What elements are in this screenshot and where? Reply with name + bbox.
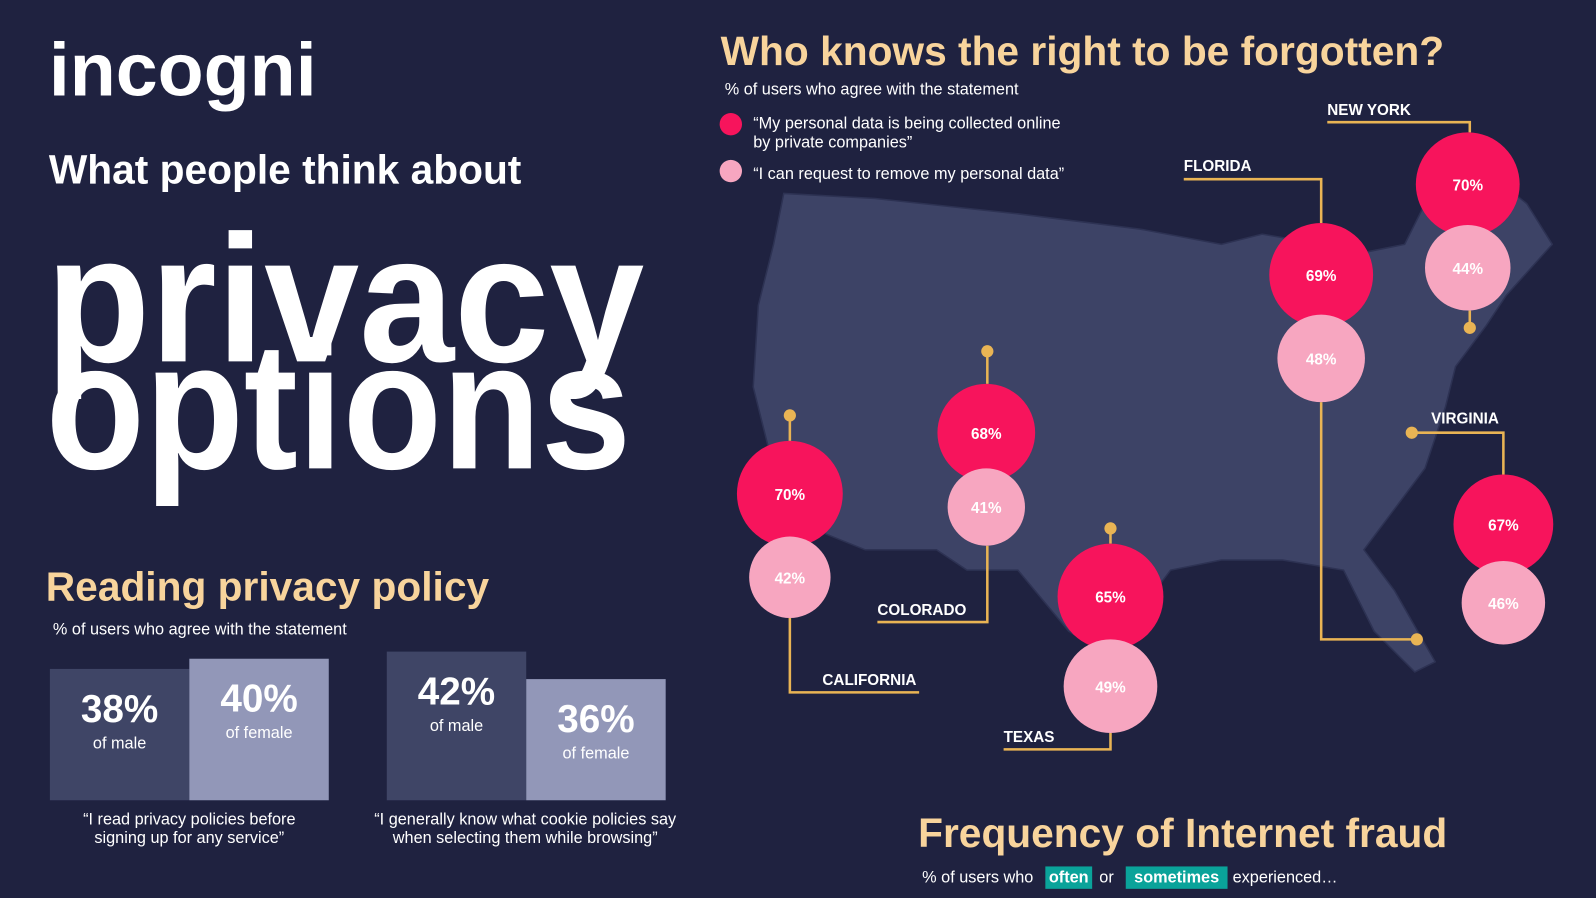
bubble-collected — [937, 383, 1036, 482]
bubble-value: 68% — [971, 426, 1002, 443]
subtitle-part: % of users who — [922, 869, 1033, 887]
bubble-remove — [1063, 639, 1158, 734]
leader-line — [1183, 177, 1323, 223]
leader-line — [1327, 120, 1472, 133]
bubble-value: 65% — [1095, 590, 1126, 607]
brand-logo: incogni — [49, 28, 317, 112]
male-block — [386, 651, 527, 801]
leader-dot — [1463, 321, 1476, 334]
bubble-collected — [1269, 222, 1374, 327]
bubble-value: 49% — [1095, 679, 1126, 696]
hero-kicker: What people think about — [49, 146, 522, 192]
section-title: Reading privacy policy — [46, 564, 490, 610]
bubble-value: 70% — [1452, 177, 1483, 194]
state-label: COLORADO — [877, 602, 966, 619]
block-value: 36% — [557, 698, 634, 741]
bubble-value: 69% — [1306, 268, 1337, 285]
quote: “I read privacy policies before — [83, 811, 295, 829]
bubble-value: 67% — [1488, 517, 1519, 534]
section-subtitle: % of users who agree with the statement — [725, 81, 1019, 99]
bubble-remove — [1425, 225, 1511, 311]
subtitle-part: or — [1099, 869, 1114, 887]
bubble-collected — [736, 440, 843, 547]
bubble-value: 42% — [775, 570, 806, 587]
block-label: of female — [226, 724, 293, 742]
bubble-collected — [1415, 132, 1520, 237]
bubble-value: 41% — [971, 500, 1002, 517]
subtitle-part: experienced… — [1233, 869, 1338, 887]
state-label: VIRGINIA — [1431, 411, 1499, 428]
state-label: CALIFORNIA — [822, 672, 916, 689]
hero-title: options — [46, 305, 631, 507]
bubble-value: 70% — [775, 487, 806, 504]
highlight — [1045, 866, 1093, 889]
legend-label: “I can request to remove my personal dat… — [753, 165, 1064, 183]
bubble-remove — [749, 536, 831, 619]
section-subtitle: % of users who agree with the statement — [53, 620, 347, 638]
female-block — [189, 658, 329, 801]
state-label: NEW YORK — [1327, 102, 1411, 119]
male-block — [49, 668, 190, 801]
bubble-remove — [947, 468, 1025, 546]
legend-label: by private companies” — [753, 134, 912, 152]
legend-swatch — [719, 113, 743, 136]
block-label: of male — [430, 717, 483, 735]
subtitle-part: often — [1049, 869, 1089, 887]
bubble-remove — [1277, 314, 1365, 403]
state-label: FLORIDA — [1184, 158, 1252, 175]
subtitle-part: sometimes — [1134, 869, 1219, 887]
section-title: Frequency of Internet fraud — [918, 810, 1447, 856]
bubble-value: 46% — [1488, 596, 1519, 613]
leader-line — [1003, 733, 1112, 751]
bubble-value: 48% — [1306, 351, 1337, 368]
bubble-value: 44% — [1452, 261, 1483, 278]
hero-title: privacy — [46, 198, 645, 400]
female-block — [526, 679, 666, 801]
leader-dot — [1405, 426, 1418, 439]
leader-line — [1411, 431, 1505, 475]
highlight — [1125, 866, 1228, 889]
legend-swatch — [719, 159, 743, 183]
bubble-collected — [1453, 474, 1554, 575]
leader-dot — [1104, 522, 1117, 535]
leader-dot — [1410, 633, 1423, 646]
block-label: of male — [93, 734, 146, 752]
state-label: TEXAS — [1004, 729, 1055, 746]
block-value: 38% — [81, 688, 158, 731]
block-label: of female — [563, 745, 630, 763]
section-title: Who knows the right to be forgotten? — [721, 28, 1444, 74]
leader-line — [877, 545, 989, 624]
bubble-remove — [1461, 560, 1546, 645]
leader-line — [788, 618, 920, 694]
leader-dot — [981, 345, 994, 358]
bubble-collected — [1057, 543, 1164, 650]
leader-line — [1319, 402, 1417, 641]
block-value: 42% — [418, 671, 495, 714]
block-value: 40% — [220, 678, 297, 721]
quote: when selecting them while browsing” — [392, 829, 658, 847]
legend-label: “My personal data is being collected onl… — [753, 114, 1060, 132]
quote: signing up for any service” — [94, 829, 284, 847]
leader-dot — [783, 409, 796, 422]
quote: “I generally know what cookie policies s… — [374, 811, 677, 829]
